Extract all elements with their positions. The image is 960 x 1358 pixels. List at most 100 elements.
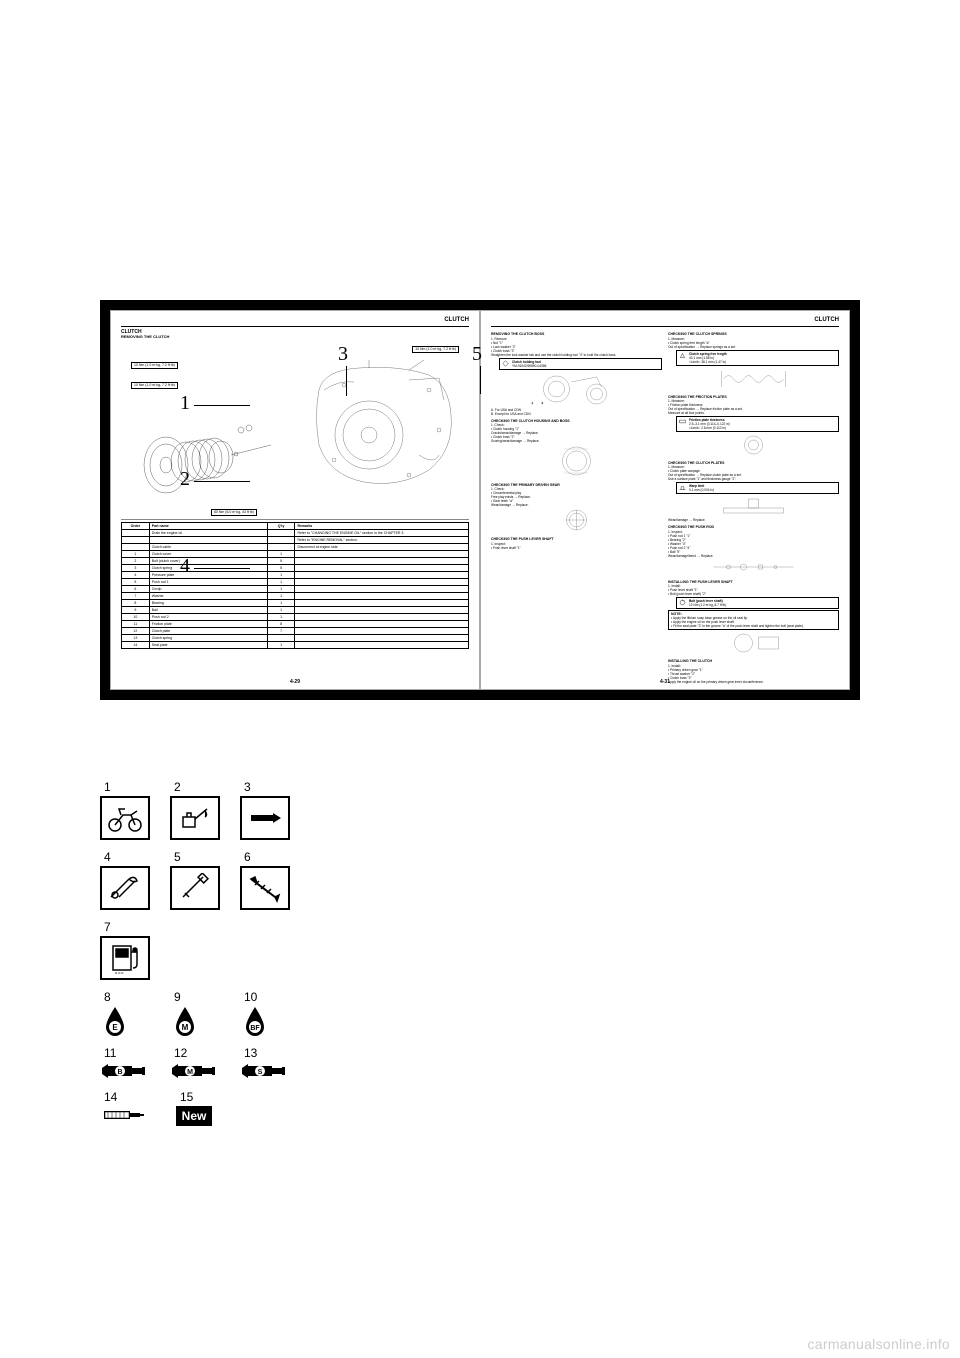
table-cell: 1 bbox=[267, 613, 295, 620]
table-cell: 2 bbox=[122, 557, 150, 564]
table-row: Refer to "ENGINE REMOVAL" section. bbox=[122, 536, 469, 543]
spec-icon bbox=[679, 484, 686, 491]
table-cell bbox=[122, 543, 150, 550]
spec-icon bbox=[679, 352, 686, 359]
svg-text:M: M bbox=[187, 1069, 193, 1076]
symbol-number: 15 bbox=[176, 1090, 193, 1104]
table-cell: 1 bbox=[267, 592, 295, 599]
table-row: 4Pressure plate1 bbox=[122, 571, 469, 578]
table-cell: 9 bbox=[122, 606, 150, 613]
table-cell bbox=[295, 550, 469, 557]
exploded-diagram: 10 Nm (1.0 m·kg, 7.2 ft·lb) 10 Nm (1.0 m… bbox=[121, 340, 469, 520]
table-cell: 5 bbox=[267, 557, 295, 564]
table-cell bbox=[267, 543, 295, 550]
right-col-2: CHECKING THE CLUTCH SPRINGS 1. Measure: … bbox=[668, 329, 839, 675]
table-row: 11Friction plate8 bbox=[122, 620, 469, 627]
symbol-cell: 14 bbox=[100, 1090, 146, 1126]
table-row: 13Clutch spring bbox=[122, 634, 469, 641]
symbol-cell: 4 bbox=[100, 850, 150, 910]
symbol-number: 13 bbox=[240, 1046, 257, 1060]
section-body: Wear/damage → Replace. bbox=[668, 518, 839, 522]
inline-figure bbox=[668, 632, 839, 654]
table-cell: Friction plate bbox=[149, 620, 267, 627]
symbol-row: 1 2 3 bbox=[100, 780, 330, 840]
table-cell bbox=[267, 529, 295, 536]
table-cell bbox=[295, 634, 469, 641]
col-order: Order bbox=[122, 522, 150, 529]
table-cell bbox=[295, 578, 469, 585]
torque-label: 10 Nm (1.0 m·kg, 7.2 ft·lb) bbox=[131, 382, 178, 389]
callout-1: 1 bbox=[180, 392, 190, 415]
symbol-oil-bf-icon: BF bbox=[240, 1006, 270, 1036]
spec-box: Bolt (push lever shaft)12 Nm (1.2 m·kg, … bbox=[676, 597, 839, 609]
table-row: 2Bolt (clutch cover)5 bbox=[122, 557, 469, 564]
inline-figure bbox=[668, 368, 839, 390]
section-body: 1. Measure: • Clutch spring free length … bbox=[668, 337, 839, 349]
symbol-sealant-icon bbox=[100, 1106, 146, 1124]
torque-icon bbox=[679, 599, 686, 606]
spec-val: 40.1 mm (1.58 in) <Limit>: 38.1 mm (1.47… bbox=[689, 356, 727, 364]
tool-box: Clutch holding tool YM-91042/90890-04086 bbox=[499, 358, 662, 370]
inline-figure: 12 bbox=[491, 372, 662, 406]
svg-text:E: E bbox=[112, 1023, 118, 1032]
symbol-number: 5 bbox=[170, 850, 181, 864]
symbol-number: 6 bbox=[240, 850, 251, 864]
torque-label: 60 Nm (6.0 m·kg, 43 ft·lb) bbox=[211, 509, 257, 516]
symbol-number: 9 bbox=[170, 990, 181, 1004]
symbol-number: 11 bbox=[100, 1046, 116, 1060]
table-cell: Push rod 1 bbox=[149, 578, 267, 585]
table-row: 12Clutch plate7 bbox=[122, 627, 469, 634]
leader-line bbox=[194, 405, 250, 406]
symbol-fuel-icon: R.O.N. bbox=[100, 936, 150, 980]
section-body: 1. Measure: • Clutch plate warpage Out o… bbox=[668, 465, 839, 481]
table-cell: Ball bbox=[149, 606, 267, 613]
table-cell: Circlip bbox=[149, 585, 267, 592]
table-cell: 10 bbox=[122, 613, 150, 620]
table-cell: 5 bbox=[122, 578, 150, 585]
symbol-row: 7 R.O.N. bbox=[100, 920, 330, 980]
symbol-grease-m-icon: M bbox=[170, 1062, 216, 1080]
table-cell: Push rod 2 bbox=[149, 613, 267, 620]
table-cell: Seat plate bbox=[149, 641, 267, 648]
symbol-row: 4 5 6 bbox=[100, 850, 330, 910]
symbol-row: 14 15 New bbox=[100, 1090, 330, 1126]
symbol-oil-m-icon: M bbox=[170, 1006, 200, 1036]
symbol-cell: 9 M bbox=[170, 990, 200, 1036]
table-cell bbox=[295, 620, 469, 627]
clutch-stack-svg bbox=[141, 410, 281, 500]
engine-outline-svg bbox=[309, 360, 459, 490]
symbol-cell: 1 bbox=[100, 780, 150, 840]
table-cell: 1 bbox=[122, 550, 150, 557]
symbol-cell: 10 BF bbox=[240, 990, 270, 1036]
table-cell bbox=[295, 557, 469, 564]
spec-val: 12 Nm (1.2 m·kg, 8.7 ft·lb) bbox=[689, 603, 726, 607]
symbol-row: 11 B 12 M 13 S bbox=[100, 1046, 330, 1080]
table-cell: Drain the engine oil. bbox=[149, 529, 267, 536]
table-cell: 13 bbox=[122, 634, 150, 641]
spec-box: Friction plate thickness2.9–3.1 mm (0.11… bbox=[676, 416, 839, 432]
table-cell: 1 bbox=[267, 641, 295, 648]
table-cell bbox=[122, 529, 150, 536]
table-cell: 12 bbox=[122, 627, 150, 634]
spec-val: 2.9–3.1 mm (0.114–0.122 in) <Limit>: 2.8… bbox=[689, 422, 730, 430]
table-cell: 4 bbox=[122, 571, 150, 578]
table-cell bbox=[149, 536, 267, 543]
svg-text:BF: BF bbox=[250, 1025, 260, 1032]
section-body: Straighten the lock washer tab and use t… bbox=[491, 353, 662, 357]
table-cell: 1 bbox=[267, 585, 295, 592]
table-row: 10Push rod 21 bbox=[122, 613, 469, 620]
table-cell: 1 bbox=[267, 550, 295, 557]
symbol-cell: 13 S bbox=[240, 1046, 286, 1080]
symbol-number: 7 bbox=[100, 920, 111, 934]
col-remarks: Remarks bbox=[295, 522, 469, 529]
symbol-cell: 11 B bbox=[100, 1046, 146, 1080]
symbol-cell: 7 R.O.N. bbox=[100, 920, 150, 980]
tool-icon bbox=[502, 360, 509, 367]
section-body: 1. Check: • Circumferential play Free pl… bbox=[491, 487, 662, 507]
svg-text:2: 2 bbox=[542, 401, 544, 405]
inline-figure bbox=[668, 559, 839, 575]
symbol-motorcycle-icon bbox=[100, 796, 150, 840]
inline-figure bbox=[491, 508, 662, 532]
table-cell bbox=[295, 613, 469, 620]
page-right: CLUTCH REMOVING THE CLUTCH BOSS 1. Remov… bbox=[480, 310, 850, 690]
